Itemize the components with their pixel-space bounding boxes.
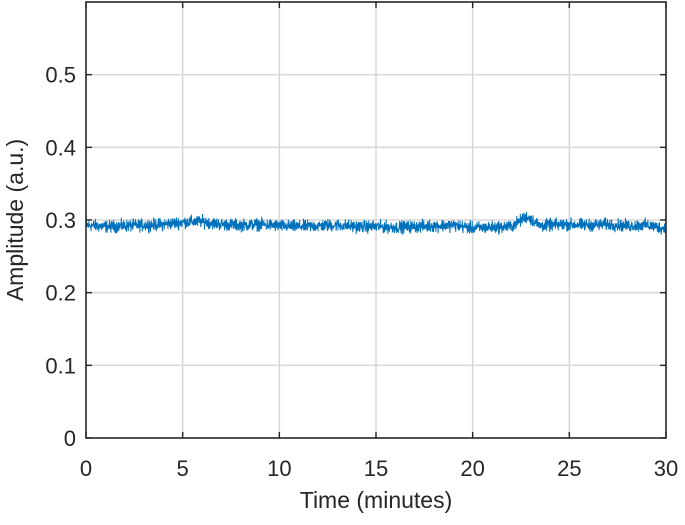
series-line	[85, 211, 667, 236]
x-axis-label: Time (minutes)	[300, 487, 453, 513]
x-tick-label: 10	[267, 456, 291, 481]
x-tick-label: 25	[557, 456, 581, 481]
y-tick-label: 0.5	[45, 63, 76, 88]
x-tick-label: 20	[460, 456, 484, 481]
x-tick-label: 0	[80, 456, 92, 481]
y-tick-label: 0.2	[45, 281, 76, 306]
y-tick-label: 0.1	[45, 353, 76, 378]
y-tick-label: 0.4	[45, 135, 76, 160]
x-tick-label: 15	[364, 456, 388, 481]
tick-marks	[85, 2, 667, 439]
x-tick-labels: 0 5 10 15 20 25 30	[80, 456, 678, 481]
series-group	[85, 211, 667, 236]
x-tick-label: 30	[654, 456, 678, 481]
y-tick-label: 0	[64, 426, 76, 451]
y-tick-labels: 0 0.1 0.2 0.3 0.4 0.5	[45, 63, 76, 451]
y-axis-label: Amplitude (a.u.)	[2, 139, 28, 301]
y-tick-label: 0.3	[45, 208, 76, 233]
x-tick-label: 5	[177, 456, 189, 481]
